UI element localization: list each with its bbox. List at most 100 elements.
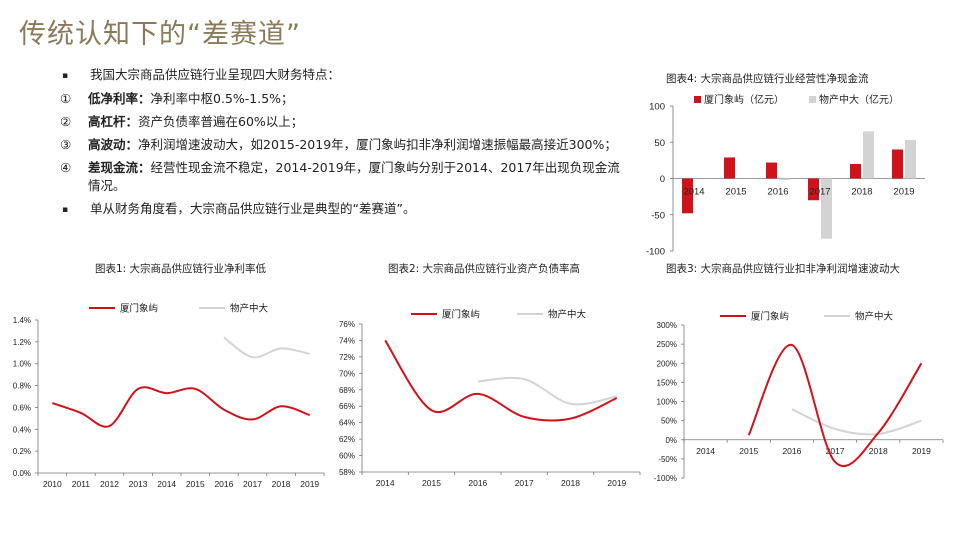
page-title: 传统认知下的“差赛道” (19, 19, 301, 50)
bullet-item: ② 高杠杆：资产负债率普遍在60%以上； (60, 113, 620, 131)
series-line-wuchan (791, 408, 922, 436)
legend-label-wuchan: 物产中大（亿元） (819, 93, 899, 106)
bullet-marker: ④ (60, 160, 72, 175)
bar-wuchan-2016 (779, 178, 790, 180)
bullet-marker: ▪ (62, 205, 69, 215)
bullet-marker: ② (60, 114, 72, 129)
bullet-text: 高杠杆：资产负债率普遍在60%以上； (88, 114, 304, 129)
y-tick-label: 0% (665, 436, 677, 445)
x-tick-label: 2017 (809, 187, 830, 198)
y-tick-label: 64% (339, 419, 355, 428)
y-tick-label: 62% (339, 435, 355, 444)
x-tick-label: 2018 (272, 479, 291, 489)
bullet-text: 单从财务角度看，大宗商品供应链行业是典型的“差赛道”。 (90, 201, 416, 216)
legend-label-wuchan: 物产中大 (855, 311, 894, 323)
x-tick-label: 2018 (561, 478, 580, 488)
bar-xiamen-2018 (850, 164, 861, 179)
y-tick-label: 50 (654, 138, 665, 149)
y-tick-label: 50% (661, 417, 677, 426)
x-tick-label: 2015 (186, 479, 205, 489)
y-tick-label: 72% (339, 353, 355, 362)
y-tick-label: -50 (651, 210, 665, 221)
bar-xiamen-2016 (766, 162, 777, 179)
bullet-marker: ▪ (62, 71, 69, 81)
x-tick-label: 2014 (157, 479, 176, 489)
x-tick-label: 2017 (243, 479, 262, 489)
x-tick-label: 2018 (851, 187, 872, 198)
chart-title-fig1: 图表1: 大宗商品供应链行业净利率低 (95, 263, 267, 275)
chart-title-fig3: 图表3: 大宗商品供应链行业扣非净利润增速波动大 (666, 263, 901, 275)
bullet-text: 差现金流：经营性现金流不稳定，2014-2019年，厦门象屿分别于2014、20… (88, 160, 620, 193)
y-tick-label: 1.0% (13, 360, 31, 369)
legend-label-xiamen: 厦门象屿 (751, 311, 789, 323)
x-tick-label: 2015 (725, 187, 746, 198)
y-tick-label: 0.2% (13, 447, 31, 456)
bullet-item: ④ 差现金流：经营性现金流不稳定，2014-2019年，厦门象屿分别于2014、… (60, 159, 620, 195)
y-tick-label: 58% (339, 468, 355, 477)
legend-swatch-wuchan (809, 96, 816, 103)
bullet-marker: ① (60, 91, 72, 106)
bullet-item: ① 低净利率：净利率中枢0.5%-1.5%； (60, 90, 620, 108)
bullet-item: ▪ 我国大宗商品供应链行业呈现四大财务特点： (60, 66, 620, 85)
bar-xiamen-2015 (724, 157, 735, 179)
y-tick-label: 76% (339, 320, 355, 329)
y-tick-label: -50% (658, 455, 677, 464)
x-tick-label: 2016 (782, 446, 801, 456)
x-tick-label: 2014 (376, 478, 395, 488)
x-tick-label: 2017 (515, 478, 534, 488)
x-tick-label: 2019 (893, 187, 914, 198)
y-tick-label: 0 (660, 174, 665, 185)
y-tick-label: 68% (339, 386, 355, 395)
legend-label-wuchan: 物产中大 (230, 303, 269, 315)
y-tick-label: 0.8% (13, 382, 31, 391)
x-tick-label: 2012 (100, 479, 119, 489)
series-line-xiamen (51, 386, 311, 428)
y-tick-label: -100% (654, 474, 677, 483)
bar-xiamen-2014 (682, 178, 693, 214)
bar-wuchan-2019 (905, 140, 916, 179)
x-tick-label: 2016 (468, 478, 487, 488)
y-tick-label: 200% (657, 359, 677, 368)
bar-wuchan-2018 (863, 131, 874, 179)
series-line-wuchan (477, 376, 617, 406)
chart-title-fig2: 图表2: 大宗商品供应链行业资产负债率高 (388, 263, 581, 275)
legend-label-xiamen: 厦门象屿（亿元） (704, 93, 784, 106)
bar-xiamen-2017 (808, 178, 819, 201)
x-tick-label: 2015 (739, 446, 758, 456)
y-tick-label: 300% (657, 321, 677, 330)
series-line-wuchan (223, 336, 310, 359)
x-tick-label: 2014 (683, 187, 704, 198)
legend-label-wuchan: 物产中大 (548, 309, 587, 321)
legend-swatch-xiamen (694, 96, 701, 103)
y-tick-label: 150% (657, 378, 677, 387)
x-tick-label: 2018 (869, 446, 888, 456)
bullet-item: ③ 高波动：净利润增速波动大，如2015-2019年，厦门象屿扣非净利润增速振幅… (60, 136, 620, 154)
y-tick-label: 60% (339, 452, 355, 461)
x-tick-label: 2010 (43, 479, 62, 489)
y-tick-label: 0.0% (13, 469, 31, 478)
bar-xiamen-2019 (892, 149, 903, 179)
x-tick-label: 2019 (912, 446, 931, 456)
x-tick-label: 2015 (422, 478, 441, 488)
y-tick-label: 0.4% (13, 425, 31, 434)
bullet-list: ▪ 我国大宗商品供应链行业呈现四大财务特点： ① 低净利率：净利率中枢0.5%-… (60, 66, 620, 224)
x-tick-label: 2017 (826, 446, 845, 456)
y-tick-label: 0.6% (13, 403, 31, 412)
bar-wuchan-2017 (821, 178, 832, 239)
series-line-xiamen (747, 343, 923, 468)
y-tick-label: 100% (657, 398, 677, 407)
bullet-text: 高波动：净利润增速波动大，如2015-2019年，厦门象屿扣非净利润增速振幅最高… (88, 137, 617, 152)
x-tick-label: 2013 (129, 479, 148, 489)
legend-label-xiamen: 厦门象屿 (120, 303, 158, 315)
series-line-xiamen (384, 339, 618, 422)
x-tick-label: 2019 (607, 478, 626, 488)
legend-label-xiamen: 厦门象屿 (442, 309, 480, 321)
y-tick-label: 100 (649, 102, 665, 113)
x-tick-label: 2016 (214, 479, 233, 489)
y-tick-label: -100 (646, 247, 665, 258)
x-tick-label: 2019 (300, 479, 319, 489)
chart-title-fig4: 图表4: 大宗商品供应链行业经营性净现金流 (666, 73, 869, 85)
